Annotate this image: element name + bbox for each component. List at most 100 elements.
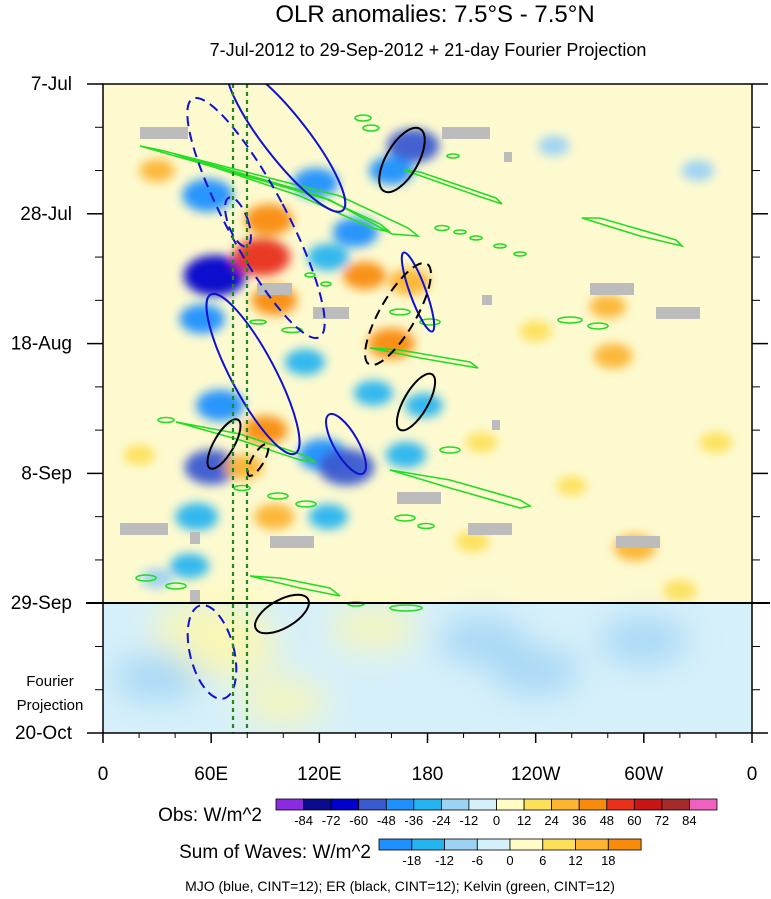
colorbar-box xyxy=(509,838,544,851)
kelvin-contour xyxy=(135,574,157,582)
anomaly-cell xyxy=(318,448,375,486)
y-tick-label: 7-Jul xyxy=(31,74,72,95)
mjo-contour xyxy=(224,196,252,248)
missing-data-patch xyxy=(504,152,512,162)
colorbar-box xyxy=(385,798,415,811)
colorbar-tick-label: 36 xyxy=(572,813,586,828)
kelvin-contour xyxy=(403,169,503,205)
er-contour xyxy=(395,372,437,432)
anomaly-cell xyxy=(244,204,293,236)
anomaly-cell xyxy=(404,393,443,418)
colorbar-tick-label: -72 xyxy=(322,813,341,828)
wave-legend: MJO (blue, CINT=12); ER (black, CINT=12)… xyxy=(185,878,615,894)
kelvin-contour xyxy=(439,446,461,454)
colorbar-tick-label: 72 xyxy=(655,813,669,828)
kelvin-wave-contours xyxy=(135,114,685,612)
anomaly-cell xyxy=(307,243,350,271)
projection-anomaly-cell xyxy=(329,604,417,652)
x-tick-label: 0 xyxy=(747,764,758,785)
colorbar-tick-label: -48 xyxy=(377,813,396,828)
y-axis-ticks: 7-Jul 28-Jul 18-Aug 8-Sep 29-Sep 20-Oct xyxy=(11,74,768,744)
anomaly-cell xyxy=(353,380,393,406)
projection-anomaly-cell xyxy=(239,678,327,726)
missing-data-patch xyxy=(140,127,188,139)
colorbar-tick-label: -84 xyxy=(294,813,313,828)
colorbar-tick-label: 18 xyxy=(601,853,615,868)
kelvin-contour xyxy=(249,575,341,597)
colorbar-box xyxy=(542,838,576,851)
kelvin-contour xyxy=(469,235,483,241)
kelvin-contour xyxy=(295,500,317,508)
colorbar-box xyxy=(689,798,718,811)
missing-data-patch xyxy=(313,307,349,319)
anomaly-cell xyxy=(556,476,587,496)
missing-data-patch xyxy=(442,127,490,139)
anomaly-cell xyxy=(589,294,627,319)
mjo-contour xyxy=(400,251,436,333)
anomaly-cell xyxy=(254,503,295,530)
projection-label-line2: Projection xyxy=(17,697,84,714)
colorbar-box xyxy=(413,798,442,811)
kelvin-contour xyxy=(165,582,187,590)
missing-data-patch xyxy=(590,283,634,295)
kelvin-contour xyxy=(417,522,435,530)
colorbar-tick-label: 84 xyxy=(682,813,696,828)
mjo-contour xyxy=(205,292,301,456)
anomaly-cell xyxy=(662,580,697,602)
colorbar-box xyxy=(444,838,478,851)
anomaly-cell xyxy=(183,255,246,297)
colorbar-tick-label: 60 xyxy=(627,813,641,828)
colorbar-box xyxy=(606,798,635,811)
kelvin-contour xyxy=(389,604,423,612)
colorbar-tick-label: -18 xyxy=(402,853,421,868)
plot-area xyxy=(103,84,752,733)
colorbar-box xyxy=(358,798,387,811)
colorbar-tick-label: -6 xyxy=(472,853,484,868)
colorbar-box xyxy=(330,798,360,811)
anomaly-cell xyxy=(139,159,175,182)
colorbar-box xyxy=(578,798,608,811)
colorbar-tick-label: 12 xyxy=(568,853,582,868)
anomaly-cell xyxy=(681,160,715,181)
missing-data-patch xyxy=(656,307,700,319)
kelvin-contour xyxy=(157,416,175,424)
kelvin-contour xyxy=(581,217,685,248)
anomaly-cell xyxy=(179,304,225,334)
y-tick-label: 28-Jul xyxy=(20,204,72,225)
anomaly-cell xyxy=(284,349,326,376)
missing-data-patch xyxy=(616,536,660,548)
er-contour xyxy=(206,418,242,470)
anomaly-cell xyxy=(308,504,348,530)
anomaly-cell xyxy=(465,432,498,453)
colorbar-box xyxy=(275,798,305,811)
er-wave-contours xyxy=(206,126,437,635)
obs-colorbar-label: Obs: W/m^2 xyxy=(158,805,262,826)
x-tick-label: 120W xyxy=(511,764,561,785)
x-tick-label: 0 xyxy=(98,764,109,785)
missing-data-patch xyxy=(468,523,512,535)
anomaly-cell xyxy=(233,238,291,276)
x-axis-ticks: 0 60E 120E 180 120W 60W 0 xyxy=(98,733,758,785)
mjo-contour xyxy=(325,412,367,476)
missing-data-patch xyxy=(492,420,500,430)
kelvin-contour xyxy=(354,114,372,122)
anomaly-cell xyxy=(140,568,174,589)
waves-colorbar: -18 -12 -6 0 6 12 18 xyxy=(378,838,642,868)
colorbar-tick-label: -60 xyxy=(349,813,368,828)
colorbar-box xyxy=(303,798,332,811)
missing-data-patch xyxy=(397,492,441,504)
kelvin-contour xyxy=(304,272,316,278)
colorbar-box xyxy=(411,838,445,851)
kelvin-contour xyxy=(419,318,441,326)
missing-data-patch xyxy=(270,536,314,548)
y-tick-label: 29-Sep xyxy=(11,593,72,614)
colorbar-box xyxy=(575,838,609,851)
missing-data-patch xyxy=(190,590,200,602)
projection-anomaly-cell xyxy=(492,647,580,695)
missing-data-patches xyxy=(120,127,700,602)
anomaly-cell xyxy=(455,530,490,553)
colorbar-box xyxy=(551,798,580,811)
anomaly-cell xyxy=(182,178,234,212)
waves-colorbar-label: Sum of Waves: W/m^2 xyxy=(179,842,371,863)
